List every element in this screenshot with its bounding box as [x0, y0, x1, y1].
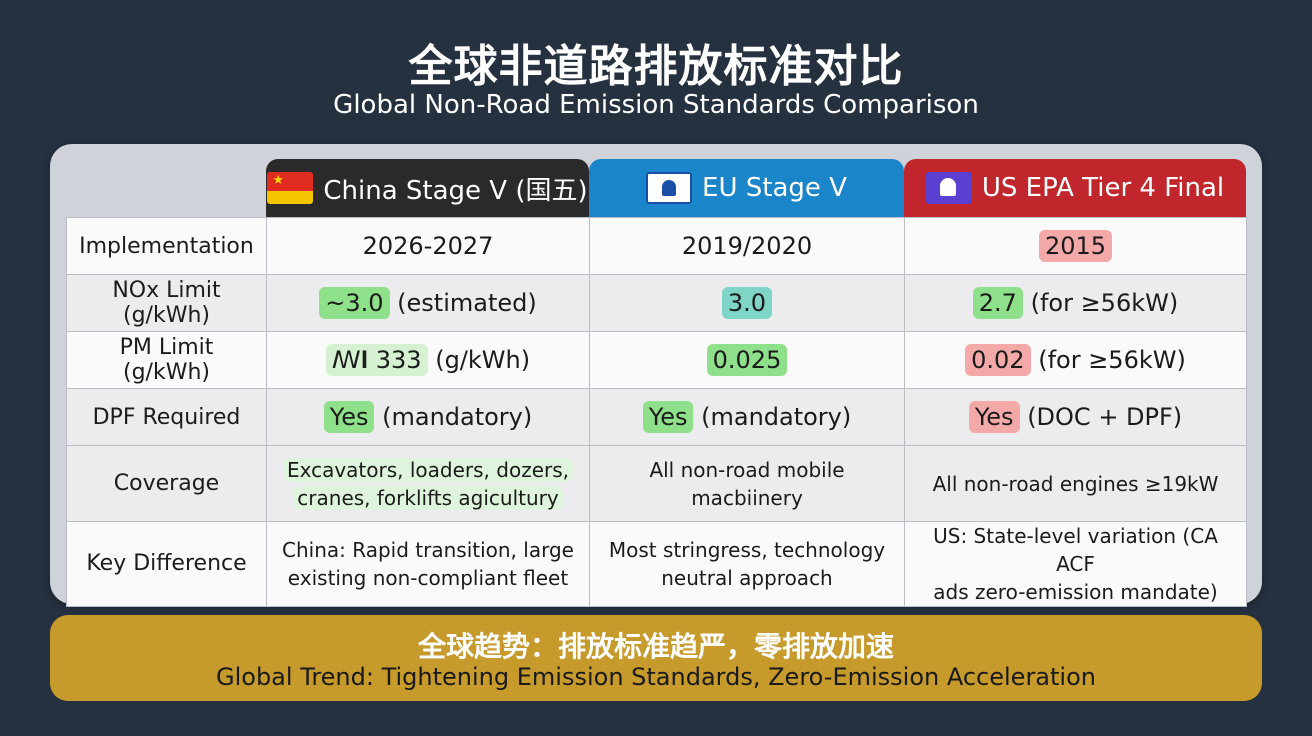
page-title: 全球非道路排放标准对比 [408, 41, 904, 92]
cell-us: US: State-level variation (CA ACF ads zer… [904, 521, 1247, 607]
cell-china: Excavators, loaders, dozers, cranes, fork… [266, 445, 590, 522]
cell-note: (for ≥56kW) [1022, 289, 1179, 317]
row-label: Implementation [66, 217, 267, 275]
highlight-pill: 3.0 [721, 287, 773, 319]
highlight-pill: 0.025 [706, 344, 788, 376]
cell-eu: Most stringress, technology neutral appro… [589, 521, 905, 607]
cell-eu: All non-road mobile macbiinery [589, 445, 905, 522]
highlight-pill: Yes [642, 401, 694, 433]
cell-value: 2019/2020 [681, 232, 813, 260]
eu-flag-icon [646, 172, 693, 204]
row-label: Key Difference [66, 521, 267, 607]
cell-us: 2.7 (for ≥56kW) [904, 274, 1247, 332]
cell-line: Excavators, loaders, dozers, [282, 457, 574, 482]
column-header-eu: EU Stage V [589, 159, 904, 217]
table-row-key-difference: Key Difference China: Rapid transition, … [66, 521, 1247, 607]
column-header-label: US EPA Tier 4 Final [981, 173, 1225, 203]
china-flag-icon [267, 172, 314, 204]
cell-eu: Yes (mandatory) [589, 388, 905, 446]
cell-line: neutral approach [661, 566, 833, 590]
row-label: NOx Limit (g/kWh) [66, 274, 267, 332]
column-header-china: China Stage V (国五) [266, 159, 589, 217]
cell-note: (DOC + DPF) [1019, 403, 1183, 431]
cell-note: (mandatory) [693, 403, 852, 431]
cell-eu: 0.025 [589, 331, 905, 389]
cell-line: China: Rapid transition, large [282, 538, 574, 562]
table-row-dpf: DPF Required Yes (mandatory) Yes (mandat… [66, 388, 1247, 446]
row-label: Coverage [66, 445, 267, 522]
cell-note: (estimated) [389, 289, 537, 317]
cell-china: ~3.0 (estimated) [266, 274, 590, 332]
highlight-pill: 0.02 [965, 344, 1031, 376]
column-header-label: China Stage V (国五) [323, 175, 588, 206]
highlight-pill: 2.7 [972, 287, 1023, 319]
cell-us: 0.02 (for ≥56kW) [904, 331, 1247, 389]
row-label: DPF Required [66, 388, 267, 446]
highlight-pill: 2015 [1038, 230, 1113, 262]
cell-note: (g/kWh) [427, 346, 531, 374]
cell-line: ads zero-emission mandate) [933, 580, 1218, 604]
cell-line: existing non-compliant fleet [287, 566, 569, 590]
cell-china: China: Rapid transition, large existing n… [266, 521, 590, 607]
column-header-us: US EPA Tier 4 Final [904, 159, 1246, 217]
cell-us: All non-road engines ≥19kW [904, 445, 1247, 522]
table-row-nox: NOx Limit (g/kWh) ~3.0 (estimated) 3.0 2… [66, 274, 1247, 332]
table-row-coverage: Coverage Excavators, loaders, dozers, cra… [66, 445, 1247, 522]
cell-value: 2026-2027 [362, 232, 494, 260]
cell-china: 2026-2027 [266, 217, 590, 275]
column-header-label: EU Stage V [702, 173, 847, 203]
banner-title-cn: 全球趋势：排放标准趋严，零排放加速 [417, 630, 894, 663]
cell-china: ꟿ𝐈 333 (g/kWh) [266, 331, 590, 389]
cell-us: 2015 [904, 217, 1247, 275]
cell-note: (mandatory) [374, 403, 533, 431]
cell-china: Yes (mandatory) [266, 388, 590, 446]
highlight-pill: ~3.0 [319, 287, 390, 319]
banner-title-en: Global Trend: Tightening Emission Standa… [216, 663, 1096, 691]
cell-eu: 2019/2020 [589, 217, 905, 275]
highlight-pill: ꟿ𝐈 333 [325, 344, 428, 376]
table-row-implementation: Implementation 2026-2027 2019/2020 2015 [66, 217, 1247, 275]
highlight-pill: Yes [968, 401, 1020, 433]
row-label: PM Limit (g/kWh) [66, 331, 267, 389]
us-epa-flag-icon [925, 172, 972, 204]
highlight-pill: Yes [323, 401, 375, 433]
page-subtitle: Global Non-Road Emission Standards Compa… [333, 90, 979, 120]
global-trend-banner: 全球趋势：排放标准趋严，零排放加速 Global Trend: Tighteni… [50, 615, 1262, 701]
cell-line: All non-road engines ≥19kW [932, 471, 1219, 496]
cell-line: macbiinery [691, 485, 803, 510]
cell-line: US: State-level variation (CA ACF [933, 524, 1218, 576]
cell-line: cranes, forklifts agicultury [293, 485, 563, 510]
cell-note: (for ≥56kW) [1030, 346, 1186, 374]
table-row-pm: PM Limit (g/kWh) ꟿ𝐈 333 (g/kWh) 0.025 0.… [66, 331, 1247, 389]
cell-line: All non-road mobile [649, 457, 845, 482]
cell-eu: 3.0 [589, 274, 905, 332]
cell-us: Yes (DOC + DPF) [904, 388, 1247, 446]
cell-line: Most stringress, technology [608, 538, 886, 562]
comparison-table: Implementation 2026-2027 2019/2020 2015 … [66, 217, 1247, 607]
